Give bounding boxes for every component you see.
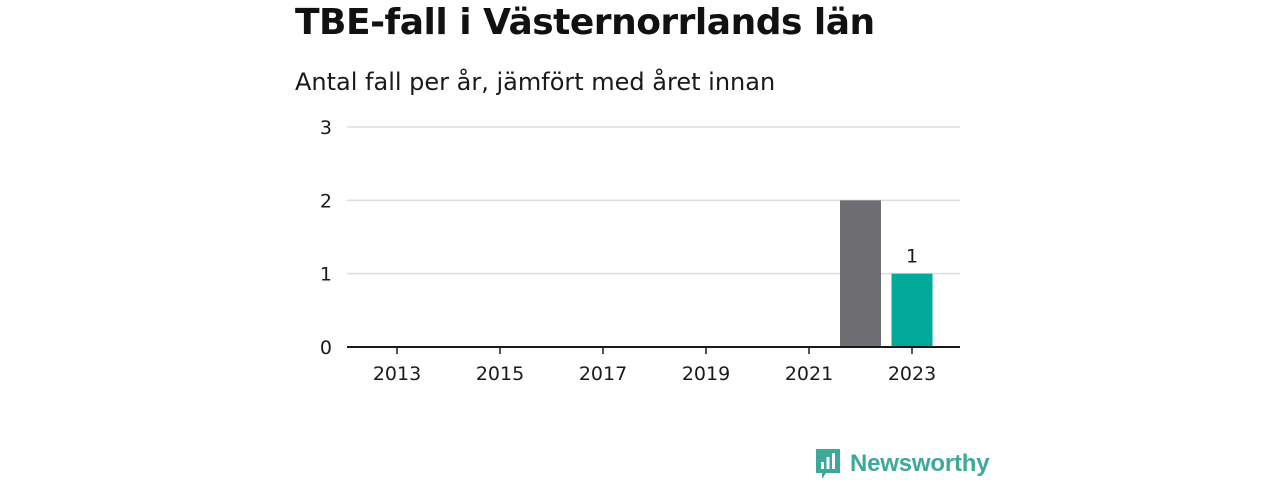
newsworthy-logo: Newsworthy	[814, 446, 990, 482]
bars	[840, 200, 933, 347]
x-tick-label: 2013	[373, 363, 421, 385]
x-tick-label: 2021	[785, 363, 833, 385]
newsworthy-bar-chart-icon	[816, 449, 840, 479]
chart-subtitle: Antal fall per år, jämfört med året inna…	[295, 68, 776, 96]
y-tick-label: 1	[320, 264, 332, 286]
x-tick-label: 2019	[682, 363, 730, 385]
y-tick-label: 0	[320, 337, 332, 359]
x-tick-label: 2015	[476, 363, 524, 385]
x-tick-label: 2023	[888, 363, 936, 385]
brand-name: Newsworthy	[850, 450, 990, 477]
labels: 0 1 2 3 2013 2015 2017 2019 2021 2023 1	[320, 117, 936, 385]
axes	[347, 346, 960, 354]
data-label-2023: 1	[906, 246, 918, 268]
x-tick-label: 2017	[579, 363, 627, 385]
chart-title: TBE-fall i Västernorrlands län	[295, 2, 875, 43]
y-tick-label: 3	[320, 117, 332, 139]
bar-2023	[891, 273, 933, 347]
y-tick-label: 2	[320, 190, 332, 212]
bar-2022	[840, 200, 881, 347]
